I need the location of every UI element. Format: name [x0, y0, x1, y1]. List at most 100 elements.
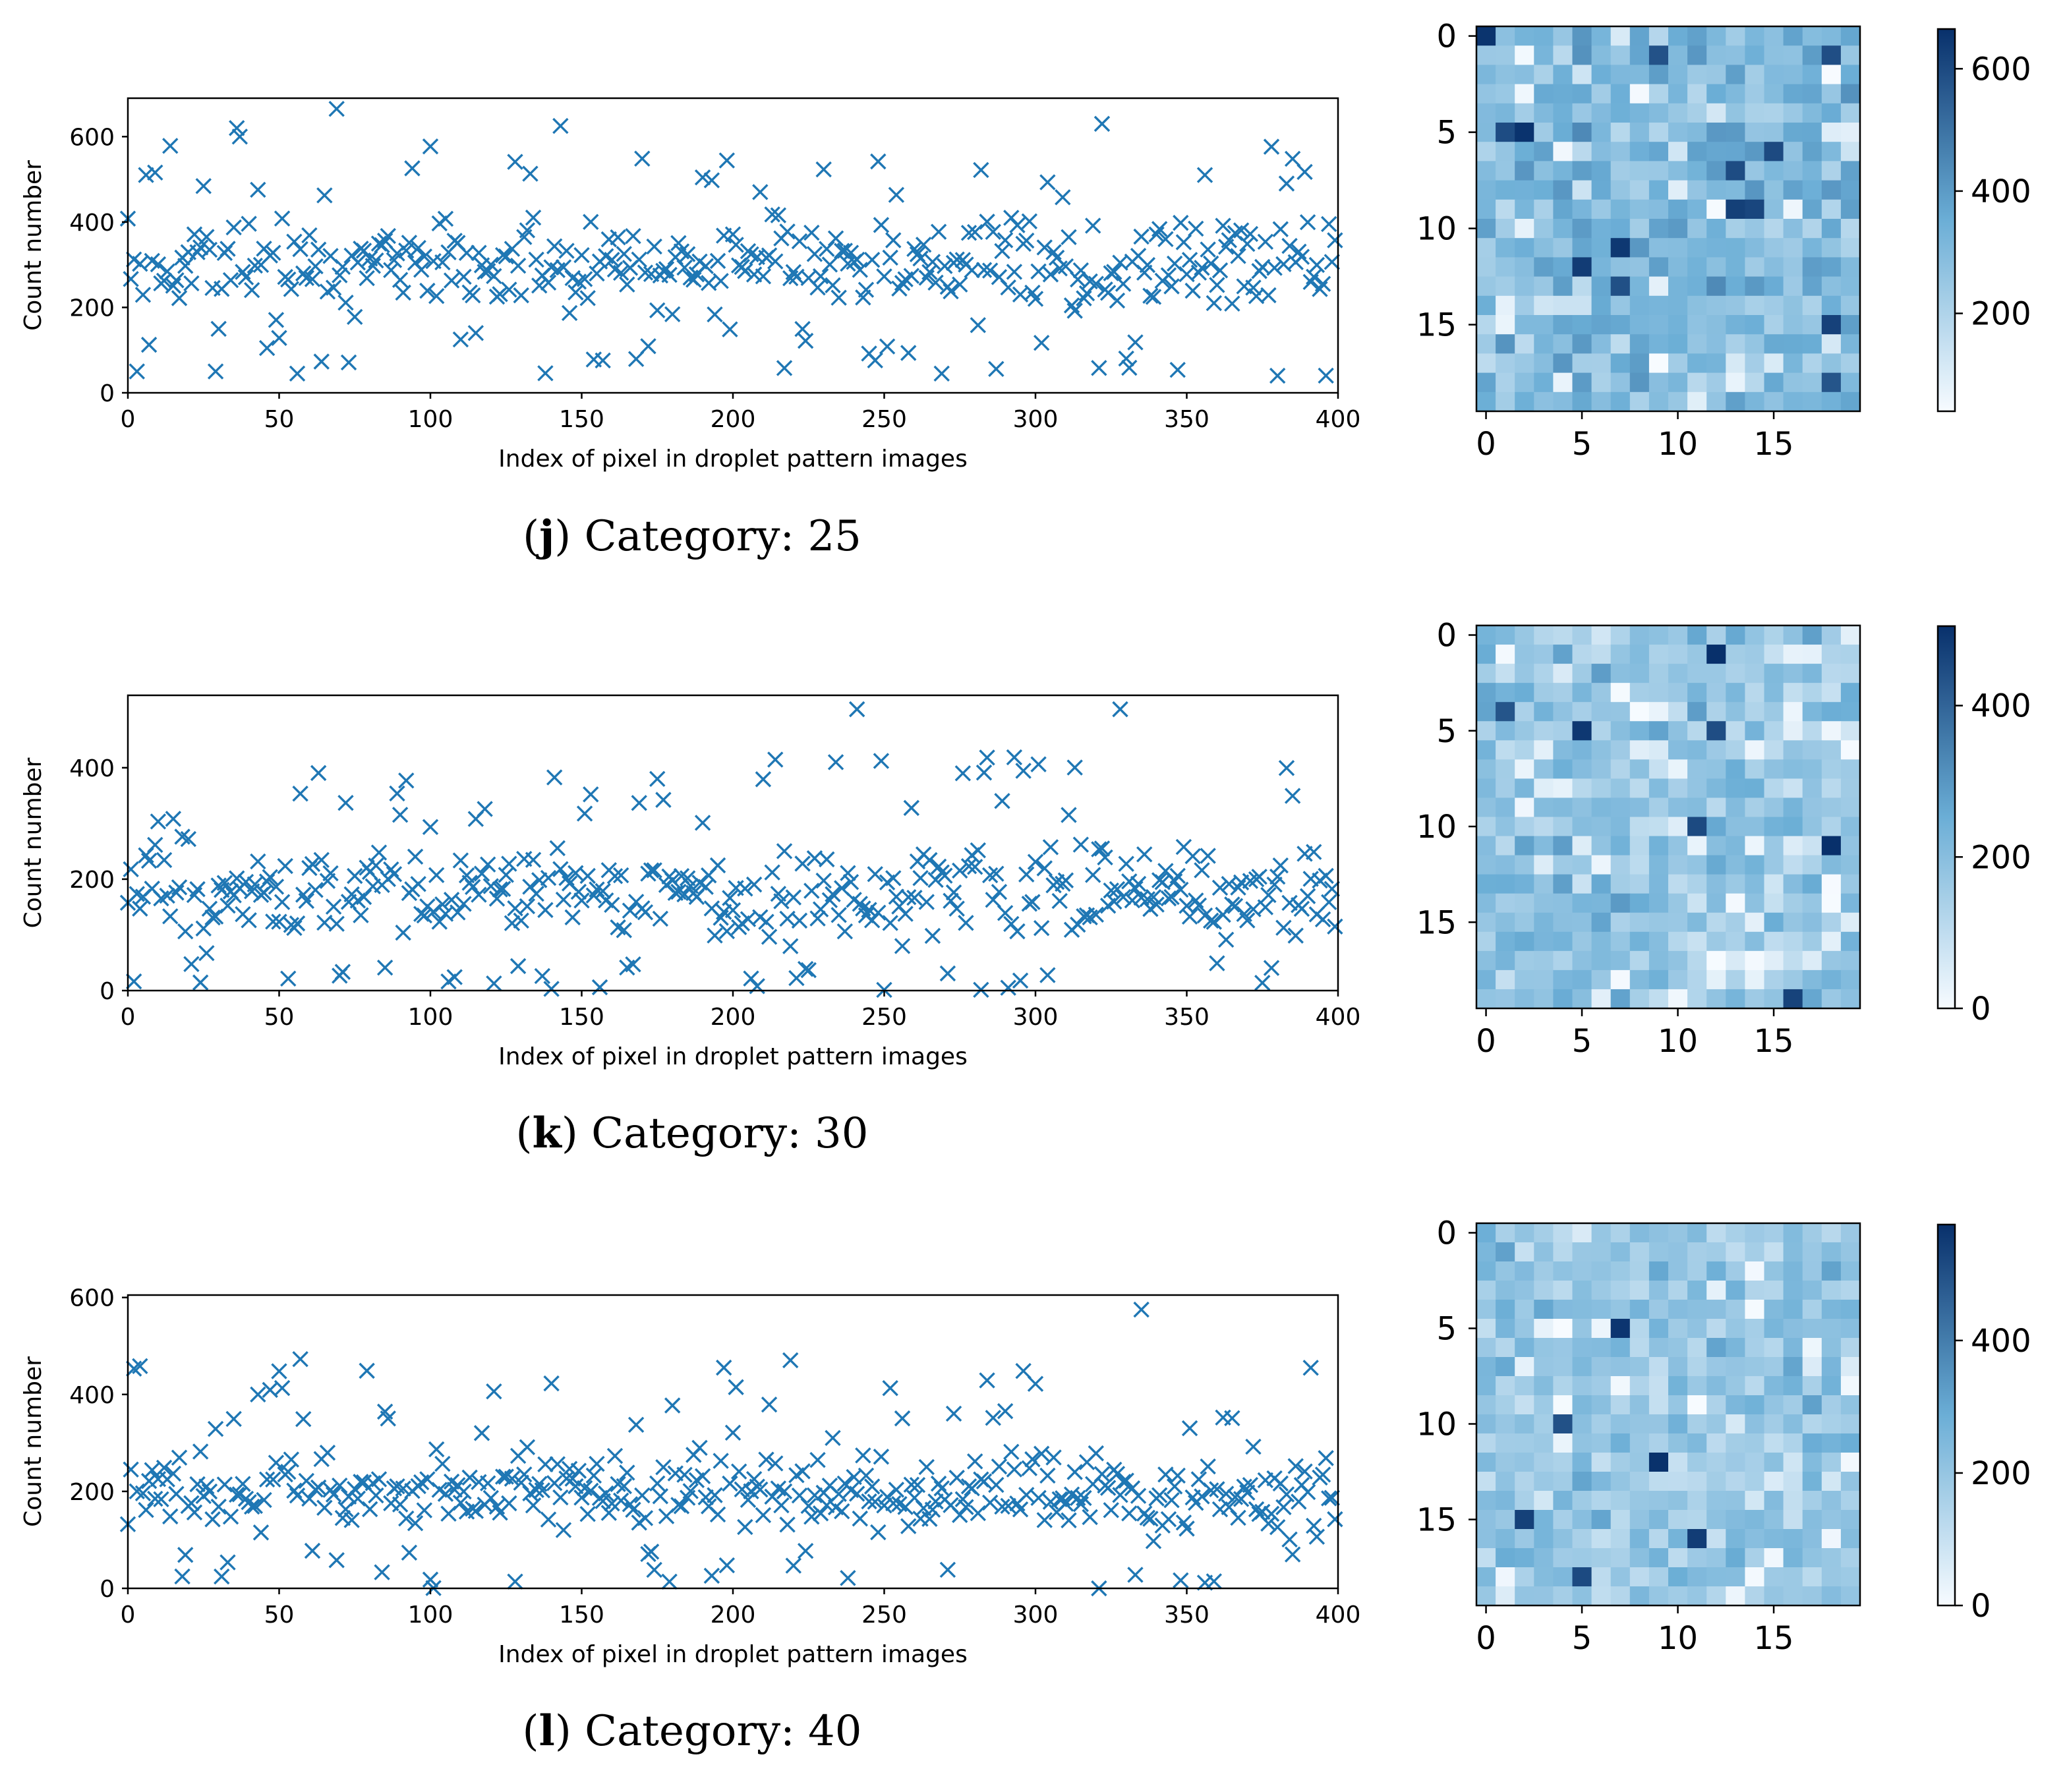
scatter-point	[1306, 268, 1322, 285]
heatmap-cell	[1706, 295, 1726, 316]
scatter-point	[268, 1455, 285, 1471]
scatter-point	[332, 1477, 348, 1494]
scatter-point	[876, 268, 892, 285]
scatter-point	[134, 287, 152, 303]
scatter-point	[347, 308, 363, 326]
heatmap-cell	[1706, 257, 1726, 277]
scatter-point	[486, 975, 502, 992]
heatmap-cell	[1783, 683, 1803, 703]
scatter-point	[888, 888, 905, 905]
heatmap-cell	[1496, 1567, 1515, 1587]
heatmap-cell	[1726, 219, 1745, 239]
heatmap-cell	[1515, 797, 1534, 818]
scatter-point	[1124, 892, 1141, 909]
scatter-point	[1018, 866, 1035, 883]
heatmap-cell	[1840, 1338, 1861, 1358]
scatter-point	[709, 1506, 726, 1523]
heatmap-cell	[1840, 334, 1861, 354]
heatmap-cell	[1706, 778, 1726, 799]
scatter-point	[368, 1487, 384, 1504]
heatmap-cell	[1745, 238, 1765, 258]
scatter-point	[289, 1487, 306, 1504]
heatmap-cell	[1572, 1414, 1592, 1434]
scatter-point	[123, 1461, 139, 1478]
heatmap-cell	[1668, 721, 1688, 741]
scatter-point	[519, 898, 536, 915]
heatmap-cell	[1553, 950, 1573, 971]
heatmap-cell	[1476, 26, 1496, 46]
heatmap-cell	[1687, 702, 1707, 722]
heatmap-cell	[1553, 1357, 1573, 1377]
scatter-point	[334, 964, 351, 980]
scatter-point	[718, 923, 736, 940]
scatter-point	[271, 330, 287, 347]
scatter-point	[446, 969, 463, 985]
heatmap-cell	[1802, 142, 1822, 161]
scatter-point	[1118, 1472, 1134, 1489]
heatmap-cell	[1572, 778, 1592, 799]
heatmap-cell	[1629, 1433, 1650, 1453]
heatmap-cell	[1534, 817, 1554, 837]
heatmap-cell	[1534, 912, 1554, 933]
heatmap-cell	[1648, 199, 1669, 219]
heatmap-cell	[1706, 219, 1726, 239]
scatter-point	[1284, 1546, 1301, 1563]
scatter-point	[183, 1495, 200, 1511]
scatter-point	[676, 1466, 693, 1483]
scatter-point	[882, 1379, 898, 1397]
heatmap-cell	[1534, 855, 1554, 875]
scatter-point	[903, 1476, 920, 1493]
heatmap-cell	[1496, 797, 1515, 818]
colorbar-tick-label: 200	[1971, 839, 2031, 876]
heatmap-cell	[1706, 1414, 1726, 1434]
scatter-point	[325, 279, 342, 296]
scatter-point	[770, 207, 787, 223]
heatmap	[1476, 1223, 1861, 1606]
heatmap-cell	[1783, 855, 1803, 875]
scatter-point	[159, 887, 175, 904]
heatmap-cell	[1840, 1357, 1861, 1377]
heatmap-cell	[1648, 1357, 1669, 1377]
heatmap-cell	[1572, 161, 1592, 181]
scatter-point	[268, 312, 285, 328]
scatter-point	[595, 882, 611, 900]
scatter-point	[830, 289, 847, 306]
scatter-point	[1318, 867, 1334, 884]
scatter-point	[752, 1481, 769, 1498]
heatmap-cell	[1515, 721, 1534, 741]
heatmap-cell	[1668, 817, 1688, 837]
scatter-point	[643, 862, 660, 879]
heatmap-cell	[1515, 1548, 1534, 1568]
heatmap-cell	[1515, 1338, 1534, 1358]
scatter-point	[637, 1510, 654, 1526]
scatter-point	[504, 915, 521, 931]
scatter-point	[283, 1451, 300, 1468]
scatter-point	[743, 970, 759, 987]
heatmap-cell	[1764, 257, 1784, 277]
scatter-point	[755, 1507, 772, 1524]
scatter-point	[1275, 919, 1292, 936]
scatter-point	[452, 331, 469, 348]
heatmap-cell	[1802, 1338, 1822, 1358]
scatter-point	[579, 1505, 596, 1522]
caption-text: Category: 30	[591, 1109, 868, 1158]
scatter-point	[815, 872, 832, 889]
heatmap-cell	[1706, 817, 1726, 837]
x-tick-label: 250	[861, 1004, 907, 1031]
heatmap-cell	[1553, 1529, 1573, 1549]
heatmap-cell	[1726, 931, 1745, 952]
scatter-point	[513, 1474, 529, 1491]
heatmap-cell	[1591, 1319, 1612, 1339]
heatmap-cell	[1534, 315, 1554, 335]
scatter-point	[298, 892, 315, 910]
heatmap-cell	[1553, 1261, 1573, 1281]
scatter-point	[945, 884, 962, 901]
heatmap-cell	[1802, 219, 1822, 239]
heatmap-x-tick-label: 5	[1572, 1620, 1592, 1657]
heatmap-cell	[1496, 372, 1515, 393]
scatter-point	[809, 279, 826, 296]
heatmap-cell	[1668, 1223, 1688, 1243]
scatter-point	[325, 898, 342, 915]
heatmap-cell	[1706, 1548, 1726, 1568]
x-tick-label: 250	[861, 406, 907, 433]
